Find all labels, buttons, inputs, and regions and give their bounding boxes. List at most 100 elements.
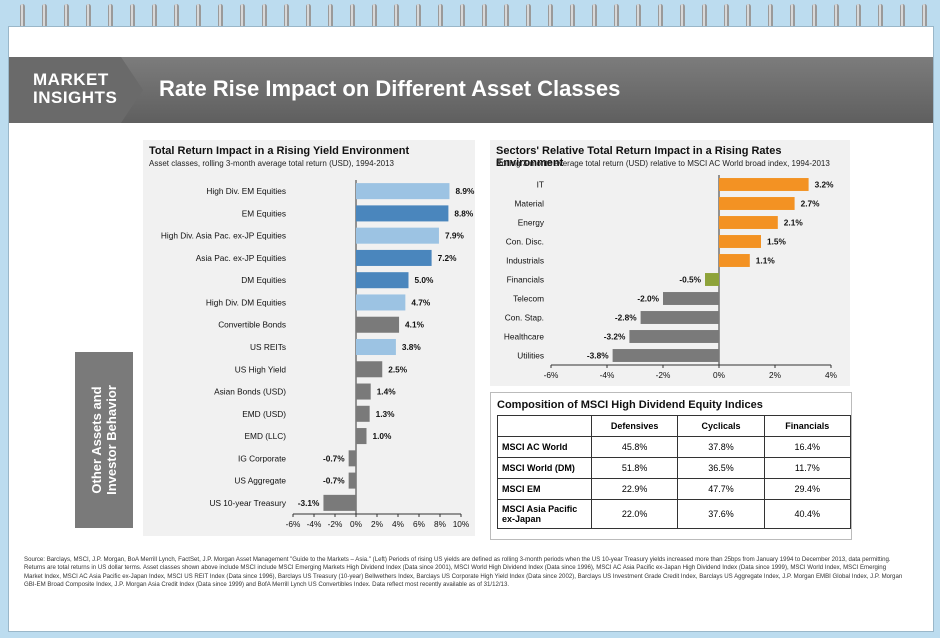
table-title: Composition of MSCI High Dividend Equity… <box>497 399 763 411</box>
table-cell: 22.0% <box>590 499 679 529</box>
category-label: EMD (USD) <box>242 409 286 419</box>
binder-ring-highlight <box>109 4 111 30</box>
bar <box>348 472 356 489</box>
table-row: MSCI Asia Pacific ex-Japan 22.0% 37.6% 4… <box>497 499 852 529</box>
bar <box>348 450 356 467</box>
table-row: MSCI AC World 45.8% 37.8% 16.4% <box>497 436 852 458</box>
category-label: High Div. Asia Pac. ex-JP Equities <box>161 231 286 241</box>
bar <box>356 428 367 445</box>
data-label: -2.8% <box>615 313 637 323</box>
binder-ring-highlight <box>857 4 859 30</box>
data-label: 1.0% <box>373 431 393 441</box>
category-label: Material <box>514 199 544 209</box>
bar <box>356 383 371 400</box>
category-label: Industrials <box>506 256 544 266</box>
binder-ring-highlight <box>791 4 793 30</box>
bar <box>719 235 761 248</box>
binder-ring-highlight <box>329 4 331 30</box>
data-label: 1.5% <box>767 237 787 247</box>
category-label: Con. Disc. <box>506 237 544 247</box>
table-cell: 37.6% <box>677 499 765 529</box>
bar <box>356 249 432 266</box>
table-cell: 51.8% <box>590 457 679 479</box>
msci-table: Defensives Cyclicals Financials MSCI AC … <box>497 415 852 529</box>
data-label: -0.5% <box>679 275 701 285</box>
binder-ring-highlight <box>395 4 397 30</box>
binder-ring-highlight <box>747 4 749 30</box>
binder-ring-highlight <box>351 4 353 30</box>
binder-ring-highlight <box>263 4 265 30</box>
side-label: Other Assets and Investor Behavior <box>89 352 119 528</box>
data-label: 2.1% <box>784 218 804 228</box>
data-label: 3.2% <box>815 180 835 190</box>
right-chart-title: Sectors' Relative Total Return Impact in… <box>496 145 782 169</box>
data-label: -0.7% <box>323 476 345 486</box>
bar <box>356 227 439 244</box>
binder-ring-highlight <box>725 4 727 30</box>
x-tick-label: -2% <box>656 370 671 380</box>
category-label: High Div. EM Equities <box>206 186 286 196</box>
right-chart-panel: Sectors' Relative Total Return Impact in… <box>490 140 850 386</box>
table-header-row: Defensives Cyclicals Financials <box>497 415 852 437</box>
x-tick-label: -4% <box>600 370 615 380</box>
binder-ring-highlight <box>219 4 221 30</box>
binder-ring-highlight <box>439 4 441 30</box>
data-label: 7.2% <box>438 253 458 263</box>
x-tick-label: 2% <box>769 370 782 380</box>
column-header: Cyclicals <box>677 415 765 437</box>
binder-ring-highlight <box>659 4 661 30</box>
badge-arrow <box>121 57 143 123</box>
data-label: 1.4% <box>377 387 397 397</box>
data-label: -3.2% <box>604 332 626 342</box>
category-label: DM Equities <box>241 275 286 285</box>
x-tick-label: -4% <box>307 519 322 529</box>
binder-ring-highlight <box>65 4 67 30</box>
table-cell: 37.8% <box>677 436 765 458</box>
binder-ring-highlight <box>175 4 177 30</box>
category-label: Asia Pac. ex-JP Equities <box>196 253 286 263</box>
row-header: MSCI EM <box>497 478 592 500</box>
bar <box>663 292 719 305</box>
binder-ring-highlight <box>901 4 903 30</box>
binder-ring-highlight <box>307 4 309 30</box>
table-cell: 36.5% <box>677 457 765 479</box>
data-label: 4.1% <box>405 320 425 330</box>
badge-line1: MARKET <box>33 70 109 89</box>
x-tick-label: 2% <box>371 519 384 529</box>
category-label: Energy <box>518 218 545 228</box>
category-label: IT <box>537 180 544 190</box>
data-label: -2.0% <box>637 294 659 304</box>
header-bar: MARKET INSIGHTS Rate Rise Impact on Diff… <box>9 57 933 123</box>
binder-ring-highlight <box>769 4 771 30</box>
binder-ring-highlight <box>131 4 133 30</box>
binder-ring-highlight <box>637 4 639 30</box>
x-tick-label: 4% <box>825 370 838 380</box>
table-corner <box>497 415 592 437</box>
x-tick-label: 0% <box>350 519 363 529</box>
bar <box>356 183 450 200</box>
binder-ring-highlight <box>835 4 837 30</box>
binder-ring-highlight <box>241 4 243 30</box>
category-label: US High Yield <box>235 364 287 374</box>
msci-table-panel: Composition of MSCI High Dividend Equity… <box>490 392 852 540</box>
source-footnote: Source: Barclays, MSCI, J.P. Morgan, BoA… <box>24 556 903 589</box>
category-label: Financials <box>507 275 544 285</box>
bar <box>356 272 409 289</box>
x-tick-label: 6% <box>413 519 426 529</box>
category-label: US 10-year Treasury <box>209 498 286 508</box>
left-chart: High Div. EM Equities 8.9% EM Equities 8.8%… <box>161 180 475 529</box>
bar <box>356 338 396 356</box>
bar <box>356 316 400 333</box>
data-label: 7.9% <box>445 231 465 241</box>
binder-ring-highlight <box>373 4 375 30</box>
category-label: Telecom <box>513 294 544 304</box>
x-tick-label: 8% <box>434 519 447 529</box>
left-chart-subtitle: Asset classes, rolling 3-month average t… <box>149 159 395 168</box>
binder-ring-highlight <box>21 4 23 30</box>
bar <box>356 205 449 222</box>
binder-ring-highlight <box>505 4 507 30</box>
binder-ring-highlight <box>527 4 529 30</box>
bar <box>640 311 719 324</box>
data-label: 8.8% <box>454 208 474 218</box>
binder-ring-highlight <box>549 4 551 30</box>
